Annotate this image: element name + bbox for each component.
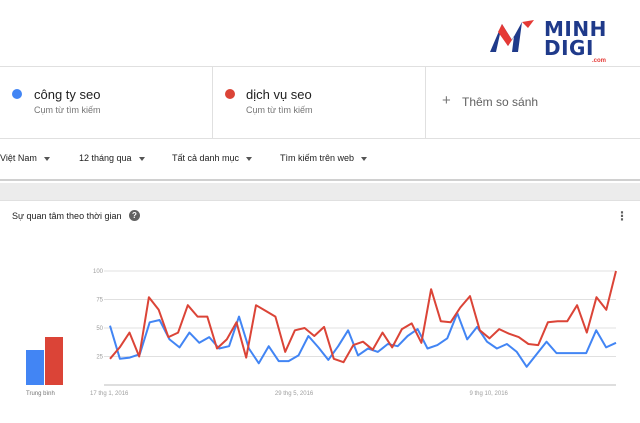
caret-down-icon [138, 156, 145, 161]
y-tick-label: 50 [96, 326, 103, 332]
interest-over-time-card: Sự quan tâm theo thời gian ? ⋮ Trung bìn… [0, 200, 640, 423]
category-dropdown[interactable]: Tất cả danh mục [172, 153, 253, 163]
logo-line2: DIGI [544, 36, 594, 60]
more-vert-icon[interactable]: ⋮ [616, 209, 628, 223]
y-tick-label: 25 [96, 355, 103, 361]
search-term-1-type: Cụm từ tìm kiếm [34, 105, 101, 115]
search-type-label: Tìm kiếm trên web [280, 153, 355, 163]
region-label: Việt Nam [0, 153, 37, 163]
logo-line1: MINH [544, 17, 607, 41]
period-dropdown[interactable]: 12 tháng qua [79, 153, 145, 163]
search-type-dropdown[interactable]: Tìm kiếm trên web [280, 153, 368, 163]
x-tick-label: 29 thg 5, 2016 [275, 391, 314, 397]
filter-bar: Việt Nam 12 tháng qua Tất cả danh mục Tì… [0, 139, 640, 181]
search-term-2-type: Cụm từ tìm kiếm [246, 105, 313, 115]
category-label: Tất cả danh mục [172, 153, 240, 163]
series-line-1 [109, 270, 617, 364]
red-dot-icon [225, 89, 235, 99]
add-comparison-button[interactable]: + Thêm so sánh [426, 67, 640, 139]
x-tick-label: 9 thg 10, 2016 [470, 391, 509, 397]
search-term-1-name[interactable]: công ty seo [34, 87, 101, 102]
region-dropdown[interactable]: Việt Nam [0, 153, 50, 163]
series-line-0 [109, 312, 617, 368]
period-label: 12 tháng qua [79, 153, 132, 163]
logo-text: MINH DIGI [544, 17, 607, 60]
caret-down-icon [43, 156, 50, 161]
section-divider [0, 183, 640, 200]
plus-icon: + [442, 92, 451, 109]
average-label: Trung bình [26, 391, 55, 397]
minhdigi-logo: MINH DIGI .com [488, 18, 628, 64]
caret-down-icon [246, 156, 253, 161]
y-tick-label: 75 [96, 298, 103, 304]
blue-dot-icon [12, 89, 22, 99]
card-title: Sự quan tâm theo thời gian [12, 211, 122, 221]
search-term-2-name[interactable]: dịch vụ seo [246, 87, 312, 102]
search-term-2[interactable]: dịch vụ seo Cụm từ tìm kiếm [213, 67, 426, 139]
help-icon[interactable]: ? [129, 210, 140, 221]
average-bar-cong-ty-seo [26, 350, 44, 385]
top-bar: MINH DIGI .com [0, 0, 640, 66]
add-comparison-label: Thêm so sánh [462, 95, 539, 109]
search-term-1[interactable]: công ty seo Cụm từ tìm kiếm [0, 67, 213, 139]
x-tick-label: 17 thg 1, 2016 [90, 391, 129, 397]
logo-suffix: .com [592, 58, 607, 64]
caret-down-icon [361, 156, 368, 161]
average-bar-dich-vu-seo [45, 337, 63, 385]
interest-line-chart: 25 50 75 100 17 thg 1, 2016 29 thg 5, 2016 9 t… [90, 269, 617, 397]
y-tick-label: 100 [93, 269, 104, 275]
search-terms-bar: công ty seo Cụm từ tìm kiếm dịch vụ seo … [0, 66, 640, 139]
